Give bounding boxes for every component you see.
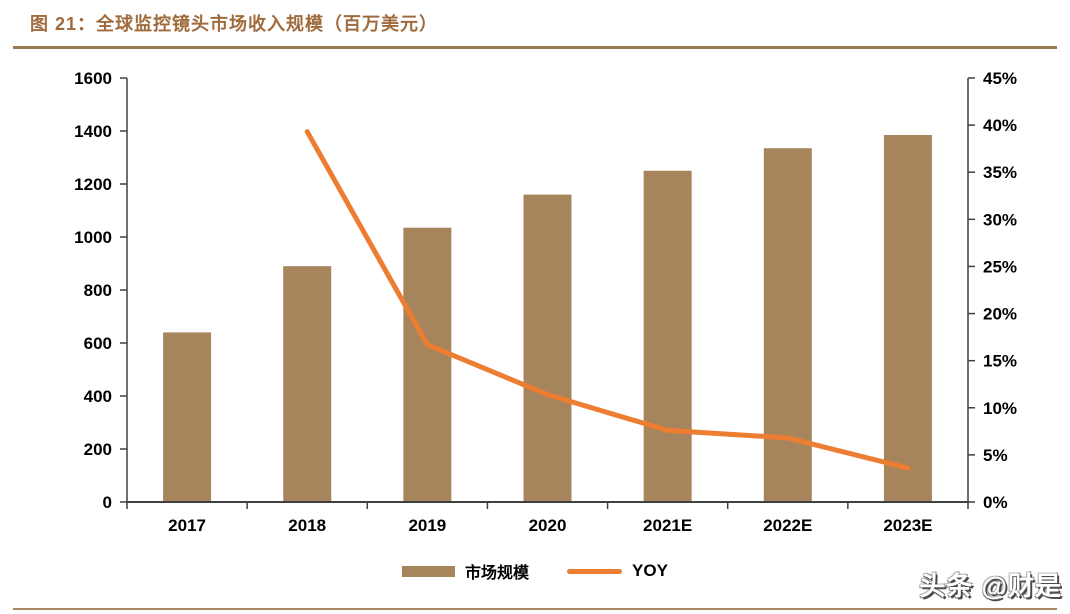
bar-series-swatch [402, 565, 456, 577]
right-axis-tick-label: 30% [983, 210, 1017, 229]
yoy-line [304, 129, 911, 471]
x-axis-category-label: 2019 [408, 516, 446, 535]
left-axis-tick-label: 800 [84, 281, 112, 300]
legend-label-market: 市场规模 [465, 565, 530, 582]
right-axis-tick-label: 5% [983, 446, 1008, 465]
left-axis-tick-label: 400 [84, 387, 112, 406]
right-axis-tick-label: 25% [983, 257, 1017, 276]
figure-title: 图 21：全球监控镜头市场收入规模（百万美元） [30, 14, 439, 34]
chart-canvas: 0 200 400 600 800 1000 1200 1400 1600 0% 5% 10% 15% 2… [74, 69, 1017, 535]
left-axis-tick-label: 600 [84, 334, 112, 353]
left-axis-tick-label: 1200 [74, 175, 112, 194]
right-axis-tick-label: 0% [983, 493, 1008, 512]
left-axis-tick-label: 1400 [74, 122, 112, 141]
bottom-divider [13, 608, 1057, 610]
title-divider [13, 46, 1057, 49]
bar-2018 [283, 266, 332, 502]
bar-2023E [883, 134, 932, 502]
bar-2017 [163, 332, 212, 502]
right-axis-tick-label: 35% [983, 163, 1017, 182]
line-series-swatch [567, 568, 623, 574]
bar-2019 [403, 227, 452, 502]
left-axis-tick-label: 1600 [74, 69, 112, 88]
left-axis-tick-label: 1000 [74, 228, 112, 247]
bar-2021E [643, 170, 692, 502]
watermark: 头条 @财是 [919, 571, 1062, 601]
x-axis-category-label: 2022E [763, 516, 812, 535]
left-axis-tick-label: 200 [84, 440, 112, 459]
x-axis-category-label: 2017 [168, 516, 206, 535]
right-axis-tick-label: 20% [983, 305, 1017, 324]
x-axis-category-label: 2018 [288, 516, 326, 535]
bar-2020 [523, 194, 572, 502]
x-axis-category-label: 2023E [883, 516, 932, 535]
combo-chart: 0 200 400 600 800 1000 1200 1400 1600 0% 5% 10% 15% 2… [74, 69, 1017, 535]
legend-item-yoy: YOY [567, 561, 668, 581]
x-axis-category-label: 2021E [643, 516, 692, 535]
legend-label-yoy: YOY [632, 561, 668, 580]
right-axis-tick-label: 15% [983, 352, 1017, 371]
right-axis-tick-label: 40% [983, 116, 1017, 135]
bar-2022E [763, 148, 812, 502]
legend-item-market: 市场规模 [402, 559, 529, 583]
left-axis-tick-label: 0 [103, 493, 112, 512]
chart-legend: 市场规模 YOY [0, 558, 1070, 584]
x-axis-category-label: 2020 [529, 516, 567, 535]
right-axis-tick-label: 10% [983, 399, 1017, 418]
right-axis-tick-label: 45% [983, 69, 1017, 88]
